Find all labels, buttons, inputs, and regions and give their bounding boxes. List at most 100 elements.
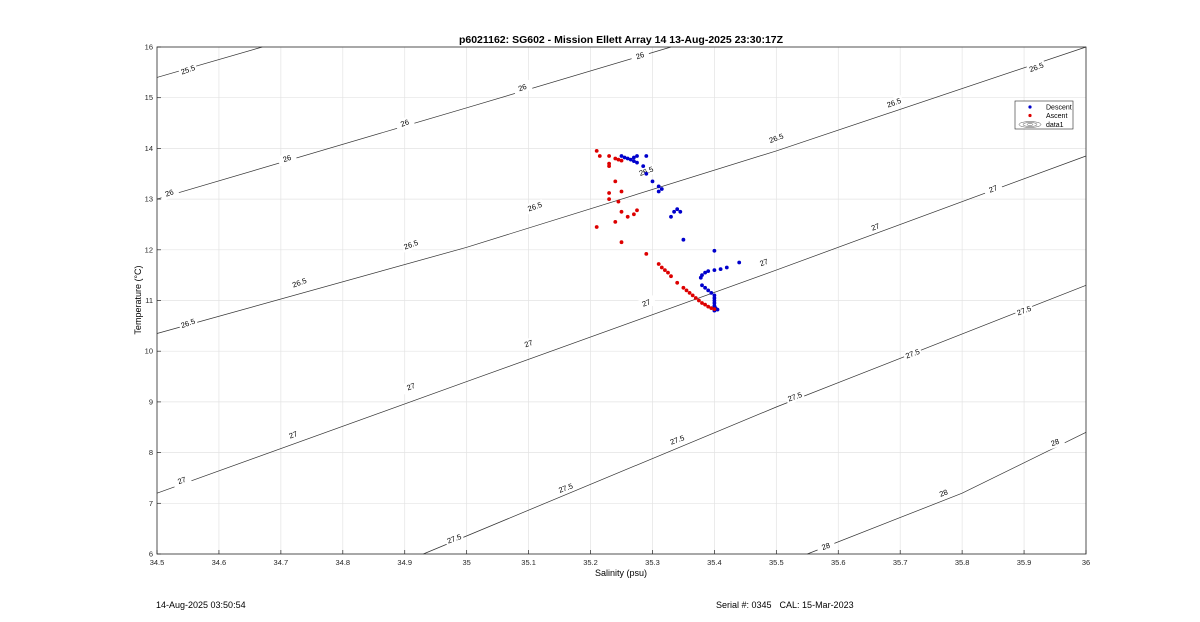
contour-line-27 [156,155,1087,494]
point-ascent [632,212,636,217]
point-descent [622,155,627,160]
contour-label-bg [636,163,657,179]
footer-serial: Serial #: 0345 [716,600,772,610]
x-tick-label: 35.9 [1017,558,1032,567]
point-descent [703,285,707,290]
y-tick-label: 11 [145,296,153,305]
x-tick-label: 34.7 [274,558,289,567]
point-descent [628,157,633,162]
point-ascent [675,280,680,285]
contour-label-bg [394,115,415,131]
contour-label-bg [902,345,923,362]
x-tick-label: 35.7 [893,558,908,567]
point-descent [712,248,717,253]
contour-label: 27 [988,183,999,194]
point-ascent [597,154,602,158]
contour-label-bg [159,185,180,201]
contour-line-28 [807,431,1087,555]
x-axis-ticks: 34.5 34.6 34.7 34.8 34.9 35 35.1 35.2 35.3 35.4 35… [150,550,1090,567]
contour-label-bg [883,94,905,111]
contour-label: 27 [758,257,769,268]
y-tick-label: 15 [145,93,153,102]
footer-timestamp: 14-Aug-2025 03:50:54 [156,600,246,610]
contour-label: 28 [938,488,949,499]
y-tick-label: 13 [145,195,153,204]
y-tick-label: 12 [145,245,153,254]
contour-label-bg [667,432,688,448]
density-contours: 25.5262626262626.526.526.526.526.526.526… [156,46,1087,555]
point-descent [703,270,707,275]
x-tick-label: 34.5 [150,558,165,567]
contour-label: 26 [517,82,528,93]
point-descent [632,159,636,164]
point-ascent [613,220,618,224]
point-descent [718,267,723,271]
point-ascent [703,302,707,307]
point-ascent [700,301,704,305]
point-descent [681,237,686,242]
y-tick-label: 14 [145,144,153,153]
data-points [594,149,742,313]
point-ascent [690,293,695,298]
contour-label: 27 [405,381,416,392]
point-descent [635,154,639,158]
point-descent [700,283,704,288]
contour-label-bg [512,79,533,96]
contour-label-bg [636,295,657,311]
x-tick-label: 35.6 [831,558,846,567]
x-tick-label: 34.6 [212,558,227,567]
point-descent [709,291,714,295]
contour-label-bg [815,538,837,555]
point-ascent [625,214,630,219]
contour-label-bg [766,130,787,147]
contour-label-bg [289,274,310,291]
point-descent [724,265,729,270]
contour-label-bg [400,236,422,253]
point-descent [656,189,661,194]
x-tick-label: 34.9 [397,558,412,567]
x-tick-label: 34.8 [335,558,350,567]
legend[interactable]: Descent Ascent data1 [1014,100,1074,130]
point-descent [675,207,680,212]
y-axis-ticks: 6 7 8 9 10 11 12 13 14 15 16 [145,43,161,559]
y-tick-label: 7 [149,499,153,508]
y-tick-label: 10 [145,347,153,356]
point-ascent [616,157,621,162]
point-descent [737,260,742,265]
point-descent [625,156,630,161]
point-ascent [644,252,649,256]
point-ascent [666,270,670,275]
legend-data1-label: data1 [1046,122,1064,129]
x-tick-label: 35.4 [707,558,722,567]
point-descent [644,154,649,158]
x-tick-label: 35.8 [955,558,970,567]
contour-label-bg [753,254,775,271]
point-ascent [607,154,611,158]
point-ascent [619,240,624,245]
point-ascent [616,199,621,204]
contour-label: 26 [282,153,293,164]
point-descent [641,164,646,169]
contour-label-bg [933,485,954,501]
point-ascent [607,197,611,202]
x-tick-label: 35 [462,558,470,567]
y-tick-label: 16 [145,43,153,52]
point-ascent [613,179,618,184]
contour-label-bg [784,389,806,405]
contour-label: 27 [288,429,299,440]
contour-label-bg [1013,302,1035,319]
contour-label-bg [1026,59,1047,76]
contour-label-bg [177,315,199,332]
point-descent [712,301,717,305]
contour-line-26.5 [156,46,1087,334]
point-descent [650,179,655,184]
point-ascent [712,307,717,311]
point-ascent [619,158,624,163]
point-descent [644,171,649,176]
y-tick-label: 9 [149,397,153,406]
contour-label-bg [283,427,304,443]
point-descent [619,154,624,158]
point-descent [698,275,703,280]
point-ascent [656,262,661,266]
y-tick-label: 6 [149,550,153,559]
